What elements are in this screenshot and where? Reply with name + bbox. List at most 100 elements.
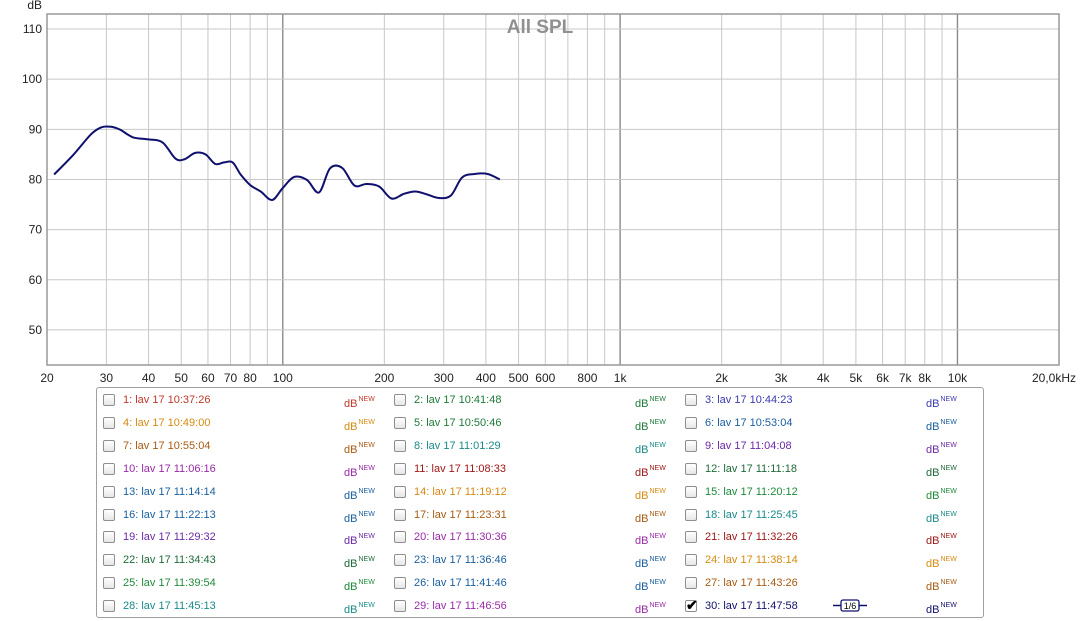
measurement-checkbox[interactable] — [394, 554, 406, 567]
measurement-label[interactable]: 16: lav 17 11:22:13 — [123, 508, 216, 521]
db-new-button[interactable]: dBNEW — [926, 527, 957, 551]
db-new-button[interactable]: dBNEW — [635, 550, 666, 574]
measurement-checkbox[interactable] — [103, 508, 115, 521]
measurement-checkbox[interactable] — [394, 394, 406, 406]
measurement-checkbox[interactable] — [685, 394, 697, 406]
measurement-label[interactable]: 23: lav 17 11:36:46 — [414, 554, 507, 567]
db-new-button[interactable]: dBNEW — [635, 413, 666, 437]
db-new-button[interactable]: dBNEW — [344, 596, 375, 620]
measurement-checkbox[interactable] — [103, 577, 115, 590]
new-label: NEW — [649, 579, 666, 587]
measurement-checkbox[interactable] — [394, 600, 406, 613]
db-new-button[interactable]: dBNEW — [635, 573, 666, 597]
measurement-checkbox[interactable] — [103, 531, 115, 544]
db-new-button[interactable]: dBNEW — [635, 482, 666, 506]
db-new-button[interactable]: dBNEW — [926, 573, 957, 597]
measurement-label[interactable]: 7: lav 17 10:55:04 — [123, 439, 211, 452]
measurement-label[interactable]: 5: lav 17 10:50:46 — [414, 416, 502, 429]
db-new-button[interactable]: dBNEW — [926, 482, 957, 506]
measurement-checkbox[interactable] — [685, 485, 697, 498]
measurement-label[interactable]: 22: lav 17 11:34:43 — [123, 554, 216, 567]
measurement-checkbox[interactable] — [685, 577, 697, 590]
measurement-checkbox[interactable] — [394, 462, 406, 475]
legend-item: 15: lav 17 11:20:12 dBNEW — [685, 482, 970, 502]
new-label: NEW — [358, 602, 375, 610]
x-tick-label: 50 — [175, 371, 189, 385]
measurement-checkbox[interactable] — [685, 531, 697, 544]
measurement-label[interactable]: 25: lav 17 11:39:54 — [123, 577, 216, 590]
legend-item: 2: lav 17 10:41:48 dBNEW — [394, 390, 679, 410]
measurement-label[interactable]: 15: lav 17 11:20:12 — [705, 485, 798, 498]
db-new-button[interactable]: dBNEW — [926, 550, 957, 574]
measurement-checkbox[interactable] — [103, 485, 115, 498]
measurement-label[interactable]: 17: lav 17 11:23:31 — [414, 508, 507, 521]
db-new-button[interactable]: dBNEW — [635, 390, 666, 414]
measurement-checkbox[interactable] — [394, 485, 406, 498]
legend-item: 25: lav 17 11:39:54 dBNEW — [103, 573, 388, 593]
db-new-button[interactable]: dBNEW — [926, 596, 957, 620]
db-new-button[interactable]: dBNEW — [926, 459, 957, 483]
measurement-label[interactable]: 29: lav 17 11:46:56 — [414, 600, 507, 613]
measurement-label[interactable]: 14: lav 17 11:19:12 — [414, 485, 507, 498]
db-new-button[interactable]: dBNEW — [926, 505, 957, 529]
measurement-checkbox[interactable] — [394, 508, 406, 521]
db-label: dB — [926, 581, 940, 594]
measurement-checkbox[interactable] — [103, 439, 115, 452]
measurement-checkbox[interactable] — [685, 416, 697, 429]
measurement-label[interactable]: 26: lav 17 11:41:46 — [414, 577, 507, 590]
measurement-label[interactable]: 1: lav 17 10:37:26 — [123, 394, 211, 406]
measurement-checkbox[interactable]: ✔ — [685, 597, 698, 613]
measurement-checkbox[interactable] — [394, 531, 406, 544]
db-new-button[interactable]: dBNEW — [344, 436, 375, 460]
measurement-label[interactable]: 27: lav 17 11:43:26 — [705, 577, 798, 590]
db-new-button[interactable]: dBNEW — [926, 436, 957, 460]
measurement-checkbox[interactable] — [103, 416, 115, 429]
db-new-button[interactable]: dBNEW — [344, 550, 375, 574]
measurement-label[interactable]: 18: lav 17 11:25:45 — [705, 508, 798, 521]
measurement-label[interactable]: 30: lav 17 11:47:58 — [705, 600, 798, 613]
db-new-button[interactable]: dBNEW — [635, 596, 666, 620]
measurement-label[interactable]: 20: lav 17 11:30:36 — [414, 531, 507, 544]
measurement-label[interactable]: 21: lav 17 11:32:26 — [705, 531, 798, 544]
db-new-button[interactable]: dBNEW — [635, 436, 666, 460]
db-new-button[interactable]: dBNEW — [635, 527, 666, 551]
measurement-checkbox[interactable] — [394, 416, 406, 429]
measurement-checkbox[interactable] — [685, 439, 697, 452]
db-new-button[interactable]: dBNEW — [344, 482, 375, 506]
x-tick-label: 3k — [775, 371, 789, 385]
measurement-label[interactable]: 9: lav 17 11:04:08 — [705, 439, 792, 452]
measurement-checkbox[interactable] — [394, 577, 406, 590]
db-new-button[interactable]: dBNEW — [344, 505, 375, 529]
measurement-label[interactable]: 28: lav 17 11:45:13 — [123, 600, 216, 613]
measurement-label[interactable]: 4: lav 17 10:49:00 — [123, 416, 211, 429]
measurement-label[interactable]: 3: lav 17 10:44:23 — [705, 394, 793, 406]
db-new-button[interactable]: dBNEW — [635, 459, 666, 483]
measurement-checkbox[interactable] — [103, 600, 115, 613]
measurement-label[interactable]: 12: lav 17 11:11:18 — [705, 462, 797, 475]
measurement-label[interactable]: 19: lav 17 11:29:32 — [123, 531, 216, 544]
measurement-label[interactable]: 2: lav 17 10:41:48 — [414, 394, 502, 406]
measurement-label[interactable]: 24: lav 17 11:38:14 — [705, 554, 798, 567]
measurement-checkbox[interactable] — [394, 439, 406, 452]
measurement-label[interactable]: 8: lav 17 11:01:29 — [414, 439, 501, 452]
measurement-checkbox[interactable] — [685, 462, 697, 475]
db-new-button[interactable]: dBNEW — [344, 573, 375, 597]
db-new-button[interactable]: dBNEW — [926, 390, 957, 414]
db-new-button[interactable]: dBNEW — [344, 413, 375, 437]
measurement-label[interactable]: 6: lav 17 10:53:04 — [705, 416, 793, 429]
db-new-button[interactable]: dBNEW — [635, 505, 666, 529]
db-new-button[interactable]: dBNEW — [344, 527, 375, 551]
measurement-label[interactable]: 11: lav 17 11:08:33 — [414, 462, 506, 475]
db-new-button[interactable]: dBNEW — [926, 413, 957, 437]
measurement-label[interactable]: 13: lav 17 11:14:14 — [123, 485, 216, 498]
x-tick-label: 10k — [948, 371, 968, 385]
measurement-checkbox[interactable] — [103, 394, 115, 406]
measurement-label[interactable]: 10: lav 17 11:06:16 — [123, 462, 216, 475]
measurement-checkbox[interactable] — [103, 554, 115, 567]
db-new-button[interactable]: dBNEW — [344, 390, 375, 414]
db-new-button[interactable]: dBNEW — [344, 459, 375, 483]
smoothing-indicator[interactable]: 1/6 — [833, 599, 867, 612]
measurement-checkbox[interactable] — [685, 554, 697, 567]
measurement-checkbox[interactable] — [685, 508, 697, 521]
measurement-checkbox[interactable] — [103, 462, 115, 475]
